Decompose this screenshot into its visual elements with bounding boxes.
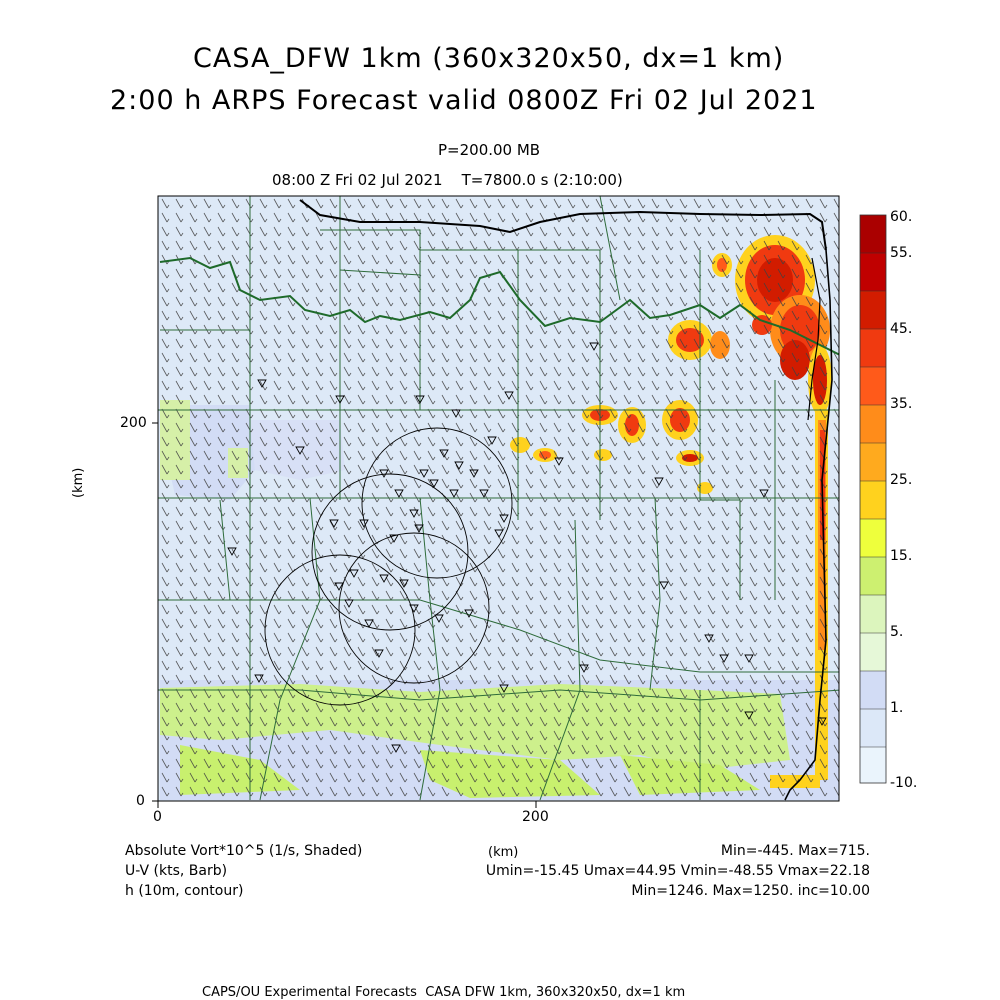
- colorbar-swatch: [860, 291, 886, 329]
- state-border: [159, 256, 839, 356]
- colorbar-label: 15.: [890, 548, 913, 564]
- pressure-level-label: P=200.00 MB: [438, 141, 541, 159]
- colorbar: [859, 214, 887, 784]
- height-contour: [299, 199, 827, 251]
- colorbar-swatch: [860, 329, 886, 367]
- axis-ticks: [152, 196, 537, 808]
- colorbar-label: 25.: [890, 472, 913, 488]
- observation-sites: [227, 342, 827, 753]
- colorbar-label: 1.: [890, 700, 904, 716]
- colorbar-swatch: [860, 215, 886, 253]
- colorbar-swatch: [860, 367, 886, 405]
- footer-credit: CAPS/OU Experimental Forecasts CASA DFW …: [202, 985, 686, 1000]
- x-tick-0: 0: [153, 809, 162, 825]
- colorbar-swatch: [860, 443, 886, 481]
- height-contour: [807, 257, 821, 421]
- colorbar-swatch: [860, 595, 886, 633]
- wind-stats: Umin=-15.45 Umax=44.95 Vmin=-48.55 Vmax=…: [485, 863, 870, 879]
- y-tick-0: 0: [136, 793, 145, 809]
- x-tick-200: 200: [522, 809, 549, 825]
- colorbar-label: -10.: [890, 775, 918, 791]
- colorbar-label: 45.: [890, 321, 913, 337]
- colorbar-label: 55.: [890, 245, 913, 261]
- contour-stats: Min=1246. Max=1250. inc=10.00: [631, 883, 870, 899]
- title-line-2: 2:00 h ARPS Forecast valid 0800Z Fri 02 …: [110, 85, 818, 116]
- county-boundaries: [158, 196, 839, 801]
- height-contour: [784, 249, 833, 801]
- colorbar-swatch: [860, 747, 886, 783]
- y-tick-200: 200: [120, 415, 147, 431]
- title-line-1: CASA_DFW 1km (360x320x50, dx=1 km): [193, 43, 785, 74]
- colorbar-swatch: [860, 253, 886, 291]
- colorbar-swatch: [860, 481, 886, 519]
- colorbar-swatch: [860, 709, 886, 747]
- colorbar-swatch: [860, 633, 886, 671]
- colorbar-swatch: [860, 671, 886, 709]
- vorticity-shading: [158, 196, 839, 801]
- colorbar-swatch: [860, 405, 886, 443]
- colorbar-label: 60.: [890, 209, 913, 225]
- shaded-variable-label: Absolute Vort*10^5 (1/s, Shaded): [125, 843, 363, 859]
- shaded-stats: Min=-445. Max=715.: [720, 843, 870, 859]
- barb-variable-label: U-V (kts, Barb): [125, 863, 228, 879]
- radar-range-rings: [264, 427, 513, 706]
- colorbar-label: 5.: [890, 624, 904, 640]
- colorbar-swatch: [860, 557, 886, 595]
- colorbar-label: 35.: [890, 396, 913, 412]
- valid-time-label: 08:00 Z Fri 02 Jul 2021 T=7800.0 s (2:10…: [272, 171, 623, 189]
- x-axis-label: (km): [488, 845, 519, 860]
- contour-variable-label: h (10m, contour): [125, 883, 244, 899]
- colorbar-swatch: [860, 519, 886, 557]
- y-axis-label: (km): [71, 467, 86, 498]
